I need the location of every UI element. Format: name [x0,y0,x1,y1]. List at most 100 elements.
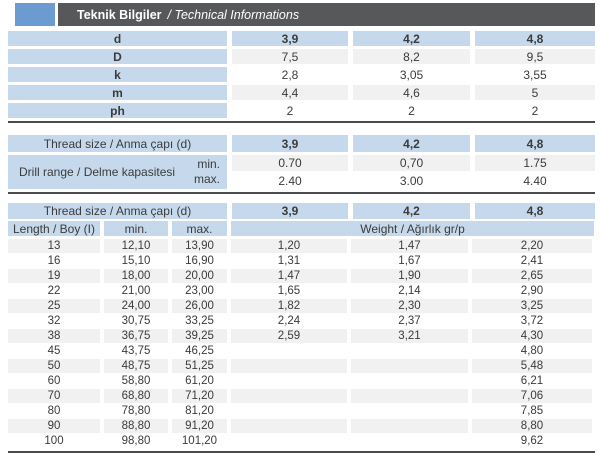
drill-range-label: Drill range / Delme kapasitesi [19,165,176,179]
weight-value: 1,65 [277,285,301,297]
drill-max-value: 2.40 [278,174,302,188]
weight-value: 2,59 [231,329,347,343]
dimension-label: m [8,85,227,100]
drill-header-row: Thread size / Anma çapı (d) 3,9 4,2 4,8 [8,135,595,152]
dimension-value: 4,4 [232,85,348,100]
length-value: 38 [8,329,100,343]
min-length-value: 18,00 [104,269,168,283]
max-length-value: 39,25 [172,329,227,343]
table-row: 38 36,75 39,25 2,59 3,21 4,30 [8,329,595,343]
length-value: 70 [8,389,100,403]
length-value: 16 [47,255,61,267]
weight-value: 9,62 [520,435,544,447]
title-bar: Teknik Bilgiler / Technical Informations [58,3,595,26]
weight-value [351,344,468,358]
max-length-value: 16,90 [185,255,214,267]
min-max-labels: min. max. [176,157,227,187]
dimension-value: 2 [408,103,415,118]
weight-value: 2,24 [277,315,301,327]
max-length-value: 20,00 [172,269,227,283]
weight-value [351,404,468,418]
length-table-body: 13 12,10 13,90 1,20 1,47 2,20 16 15,10 1… [8,239,595,448]
weight-value [231,359,347,373]
weight-value: 1,47 [231,269,347,283]
max-length-value: 46,25 [185,345,214,357]
max-length-value: 81,20 [185,405,214,417]
table-row: k 2,8 3,05 3,55 [8,67,595,82]
weight-value [351,419,468,433]
max-length-value: 23,00 [185,285,214,297]
weight-value: 2,37 [398,315,421,327]
thread-size-header: Thread size / Anma çapı (d) [8,203,227,219]
dimension-value: 5 [475,85,595,100]
weight-value: 1,82 [231,299,347,313]
min-column-header: min. [104,221,168,236]
page-title: Teknik Bilgiler [77,7,162,22]
length-column-header: Length / Boy (I) [8,221,100,236]
max-length-value: 51,25 [172,359,227,373]
table-row: 100 98,80 101,20 9,62 [8,434,595,448]
weight-value [231,434,347,448]
drill-max-value: 3.00 [399,174,424,188]
max-length-value: 91,20 [172,419,227,433]
table-row: 60 58,80 61,20 6,21 [8,374,595,388]
size-header: 4,2 [353,135,470,152]
drill-range-table: Thread size / Anma çapı (d) 3,9 4,2 4,8 … [8,135,595,189]
dimension-label: k [8,67,227,82]
size-header: 4,8 [475,203,595,219]
weight-value: 2,41 [520,255,544,267]
weight-value: 5,48 [472,359,592,373]
dimension-value: 2,8 [281,67,299,82]
size-header: 4,8 [475,135,595,152]
weight-value: 4,80 [520,345,544,357]
max-label: max. [193,172,220,186]
size-header: 3,9 [232,203,348,219]
weight-value: 3,72 [520,315,544,327]
size-header: 4,2 [353,203,470,219]
size-header: 3,9 [232,135,348,152]
table-row: 32 30,75 33,25 2,24 2,37 3,72 [8,314,595,328]
weight-value: 3,25 [472,299,592,313]
weight-value: 1,47 [351,239,468,253]
min-length-value: 21,00 [121,285,151,297]
length-value: 22 [47,285,61,297]
drill-max-value: 4.40 [523,174,547,188]
table-row: 50 48,75 51,25 5,48 [8,359,595,373]
length-table-size-header-row: Thread size / Anma çapı (d) 3,9 4,2 4,8 [8,203,595,219]
length-value: 60 [47,375,61,387]
page-header: Teknik Bilgiler / Technical Informations [15,3,595,26]
min-label: min. [197,157,220,171]
min-length-value: 58,80 [121,375,151,387]
table-row: ph 2 2 2 [8,103,595,118]
table-row: 22 21,00 23,00 1,65 2,14 2,90 [8,284,595,298]
weight-value: 2,65 [472,269,592,283]
drill-min-value: 0.70 [232,155,348,171]
length-value: 32 [47,315,61,327]
table-row: 16 15,10 16,90 1,31 1,67 2,41 [8,254,595,268]
length-value: 80 [47,405,61,417]
accent-square [15,3,55,26]
dim-header-label: d [8,31,227,46]
length-table-column-header-row: Length / Boy (I) min. max. Weight / Ağır… [8,221,595,236]
weight-column-header: Weight / Ağırlık gr/p [231,221,594,236]
max-length-value: 61,20 [185,375,214,387]
drill-min-value: 0,70 [353,155,470,171]
weight-value: 3,21 [351,329,468,343]
size-header: 3,9 [232,31,348,46]
weight-value [351,359,468,373]
table-row: 13 12,10 13,90 1,20 1,47 2,20 [8,239,595,253]
table-row: 45 43,75 46,25 4,80 [8,344,595,358]
drill-range-body: Drill range / Delme kapasitesi min. max.… [8,155,595,189]
table-row: 19 18,00 20,00 1,47 1,90 2,65 [8,269,595,283]
page-title-translation: / Technical Informations [167,7,300,22]
dimensions-table: d 3,9 4,2 4,8 D 7,5 8,2 9,5 k 2,8 3,05 3… [8,31,595,118]
max-column-header: max. [172,221,227,236]
table-row: D 7,5 8,2 9,5 [8,49,595,64]
divider [8,121,595,123]
length-value: 90 [8,419,100,433]
min-length-value: 48,75 [104,359,168,373]
weight-value: 6,21 [520,375,544,387]
dimension-label: ph [8,103,227,118]
weight-value [231,419,347,433]
